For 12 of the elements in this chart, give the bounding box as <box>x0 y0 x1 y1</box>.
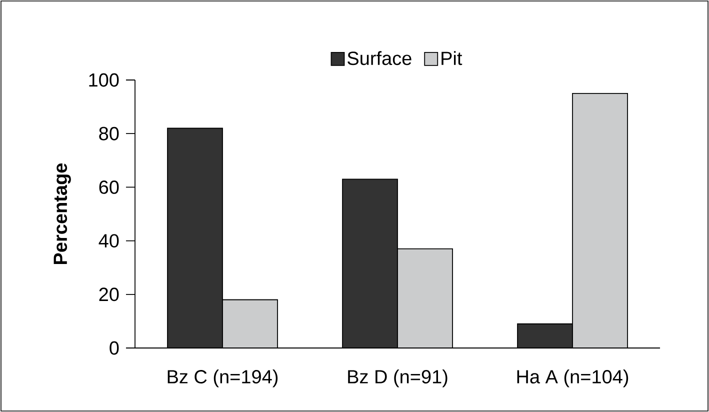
y-tick-label: 80 <box>99 126 119 140</box>
x-tick-label: Bz C (n=194) <box>168 370 278 388</box>
legend-label: Pit <box>442 51 462 66</box>
x-tick-label: Ha A (n=104) <box>517 370 628 388</box>
x-tick-label: Bz D (n=91) <box>348 370 448 388</box>
y-tick-label: 60 <box>99 180 119 194</box>
y-axis-title: Percentage <box>54 163 71 264</box>
legend-label: Surface <box>348 51 412 66</box>
y-tick-label: 100 <box>89 73 119 87</box>
y-tick-label: 40 <box>98 234 119 248</box>
y-tick-label: 0 <box>110 341 119 355</box>
y-tick-label: 20 <box>99 288 119 302</box>
